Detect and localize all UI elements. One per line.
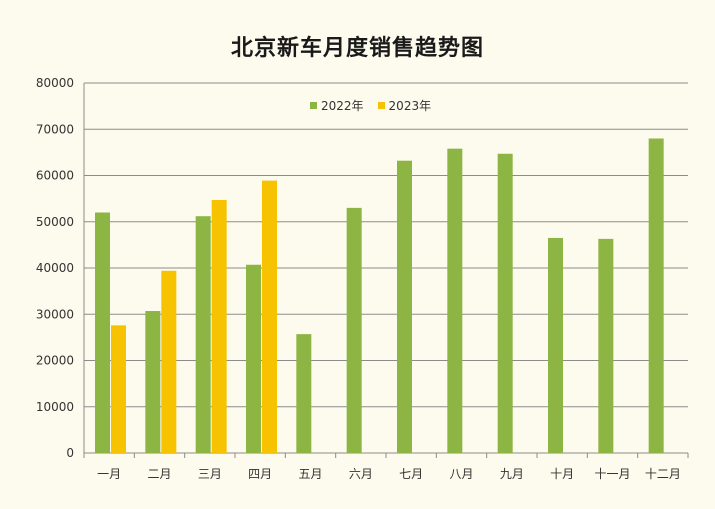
y-tick-label-30000: 30000	[36, 307, 74, 321]
y-tick-label-10000: 10000	[36, 400, 74, 414]
bar-2023年-三月	[211, 200, 227, 453]
x-tick-label-七月: 七月	[399, 467, 423, 481]
x-tick-label-十月: 十月	[550, 467, 574, 481]
bar-2022年-八月	[447, 148, 463, 454]
bar-2022年-一月	[95, 212, 110, 453]
x-tick-label-三月: 三月	[198, 467, 222, 481]
y-tick-label-20000: 20000	[36, 354, 74, 368]
x-tick-label-六月: 六月	[349, 467, 373, 481]
x-tick-label-十一月: 十一月	[594, 467, 630, 481]
chart-legend: 2022年 2023年	[310, 97, 431, 114]
bar-2022年-七月	[397, 160, 412, 453]
x-tick-label-一月: 一月	[97, 467, 121, 481]
bar-2022年-九月	[497, 153, 513, 453]
bar-2022年-十月	[548, 237, 563, 453]
bar-2022年-三月	[195, 216, 211, 453]
legend-item-2022: 2022年	[310, 97, 364, 114]
y-tick-label-50000: 50000	[36, 215, 74, 229]
x-tick-label-四月: 四月	[248, 467, 272, 481]
bar-2022年-四月	[246, 264, 261, 453]
legend-swatch-2023	[377, 102, 385, 109]
y-tick-label-80000: 80000	[36, 76, 74, 90]
chart-title: 北京新车月度销售趋势图	[230, 36, 484, 61]
legend-label-2023: 2023年	[388, 99, 432, 113]
bar-2022年-十一月	[598, 238, 614, 453]
x-tick-label-二月: 二月	[147, 467, 171, 481]
x-tick-label-九月: 九月	[500, 467, 524, 481]
y-tick-label-0: 0	[66, 446, 74, 460]
x-tick-label-五月: 五月	[298, 467, 322, 481]
y-tick-label-60000: 60000	[36, 169, 74, 183]
bar-2023年-一月	[111, 325, 126, 453]
legend-label-2022: 2022年	[321, 99, 364, 113]
bar-2022年-六月	[346, 207, 362, 453]
bar-2022年-十二月	[648, 138, 664, 453]
bar-2022年-二月	[145, 311, 161, 453]
y-tick-label-40000: 40000	[36, 261, 74, 275]
x-tick-label-八月: 八月	[449, 467, 473, 481]
bar-2022年-五月	[296, 334, 312, 453]
legend-item-2023: 2023年	[377, 97, 432, 114]
x-tick-label-十二月: 十二月	[645, 467, 681, 481]
y-tick-label-70000: 70000	[36, 122, 74, 136]
bar-2023年-四月	[262, 180, 277, 453]
bar-2023年-二月	[161, 270, 177, 453]
legend-swatch-2022	[310, 102, 317, 109]
